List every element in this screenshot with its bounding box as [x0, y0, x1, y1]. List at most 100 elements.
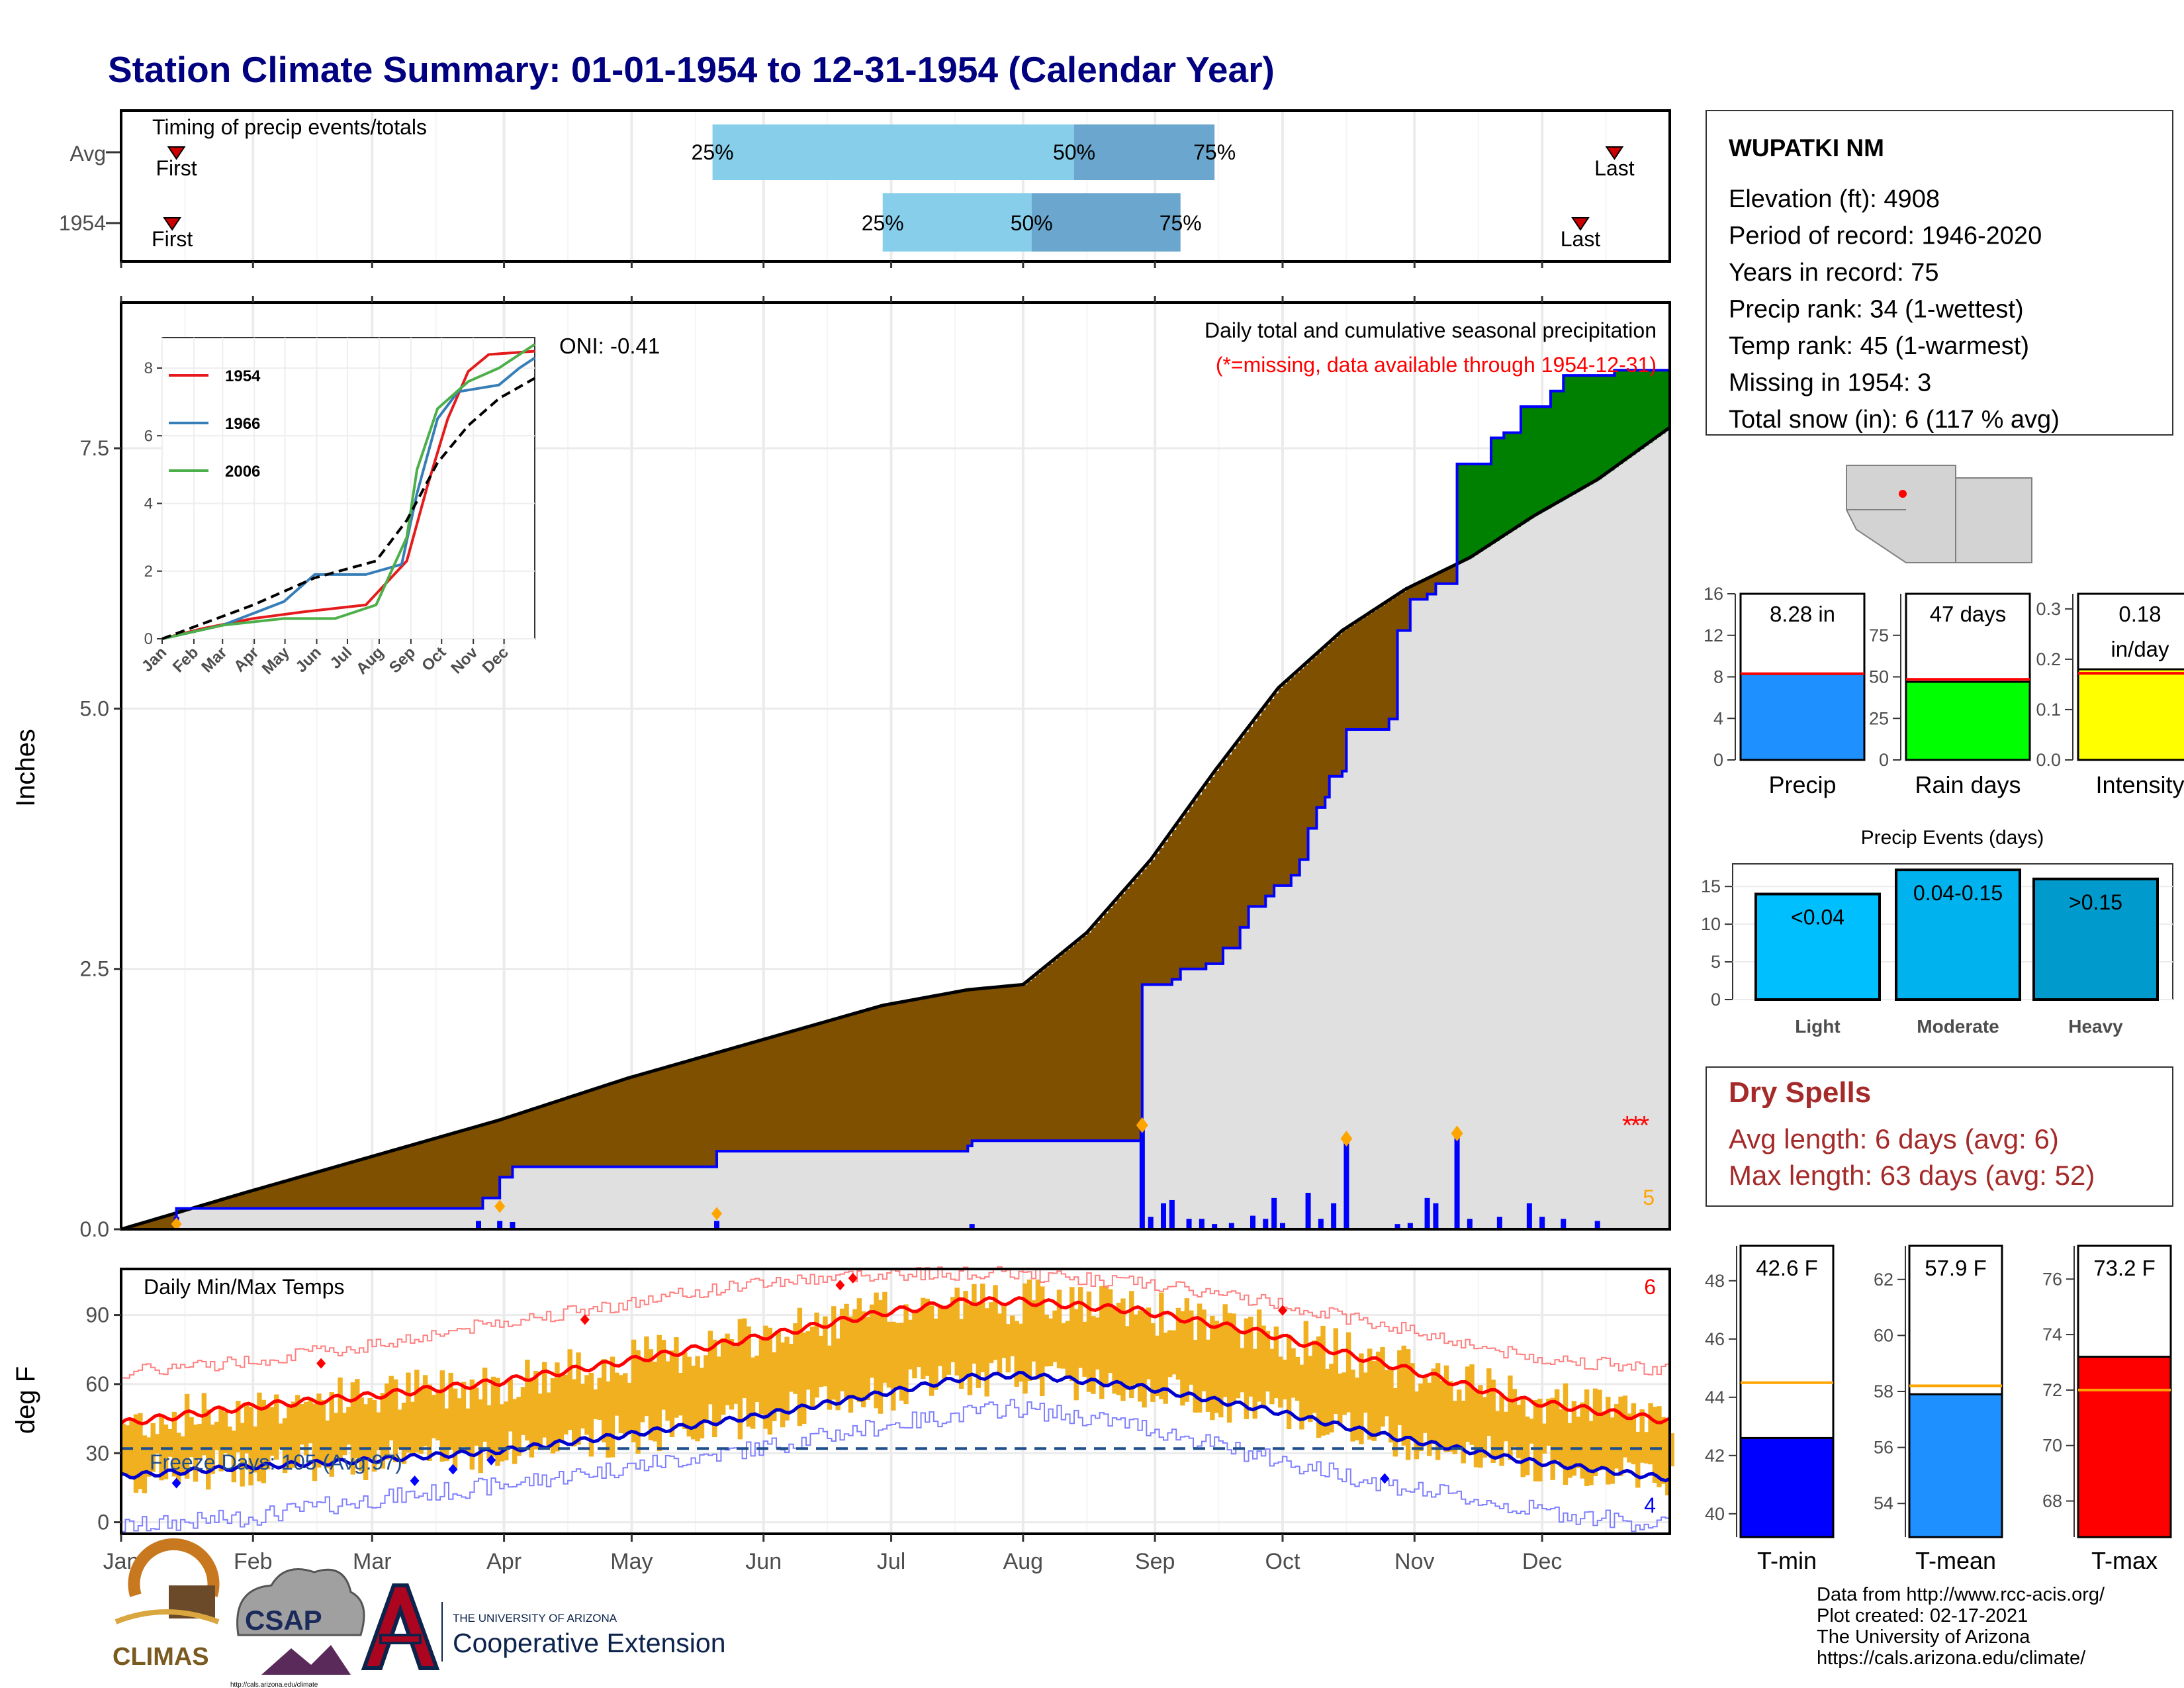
csap-url: http://cals.arizona.edu/climate — [230, 1681, 318, 1688]
ua-logo: THE UNIVERSITY OF ARIZONA Cooperative Ex… — [361, 1583, 726, 1670]
daily-temp-bar — [593, 1389, 598, 1419]
daily-temp-bar — [1005, 1324, 1011, 1373]
daily-precip-bar — [1263, 1219, 1269, 1229]
daily-temp-bar — [486, 1405, 492, 1460]
daily-precip-bar — [1454, 1133, 1460, 1229]
daily-temp-bar — [704, 1355, 709, 1424]
daily-precip-bar — [1318, 1219, 1324, 1229]
timing-row-avg-label: Avg — [69, 142, 106, 165]
footer-line: Plot created: 02-17-2021 — [1817, 1605, 2028, 1626]
daily-temp-bar — [1427, 1382, 1432, 1456]
daily-temp-bar — [1056, 1289, 1062, 1369]
avg-max-line — [120, 1295, 1671, 1426]
timing-p50: 50% — [1011, 211, 1053, 235]
daily-temp-bar — [567, 1349, 572, 1430]
summary-tick-label: 0 — [1879, 750, 1889, 770]
daily-temp-bar — [363, 1404, 369, 1480]
daily-temp-bar — [261, 1399, 267, 1483]
daily-temp-bar — [912, 1309, 917, 1379]
daily-precip-bar — [969, 1224, 975, 1229]
daily-temp-bar — [1286, 1335, 1292, 1429]
daily-temp-bar — [1541, 1423, 1547, 1454]
daily-temp-bar — [1308, 1356, 1313, 1423]
temp-label: Daily Min/Max Temps — [144, 1275, 344, 1299]
daily-temp-bar — [618, 1375, 624, 1433]
daily-temp-bar — [1652, 1407, 1658, 1483]
daily-temp-bar — [1014, 1321, 1019, 1387]
daily-temp-bar — [1490, 1380, 1496, 1464]
daily-precip-bar — [1424, 1197, 1430, 1229]
summary-tick-label: 16 — [1704, 584, 1723, 604]
daily-temp-bar — [895, 1323, 900, 1389]
daily-temp-bar — [767, 1327, 773, 1435]
daily-precip-bar — [1594, 1221, 1600, 1229]
daily-temp-bar — [644, 1336, 649, 1417]
daily-temp-bar — [729, 1339, 735, 1410]
temp-summary-tick-label: 60 — [1874, 1325, 1893, 1345]
daily-precip-bar — [1305, 1192, 1311, 1229]
daily-temp-bar — [559, 1374, 565, 1442]
summary-tick-label: 50 — [1869, 667, 1889, 687]
climas-logo: CLIMAS — [113, 1538, 220, 1671]
daily-precip-bar — [1228, 1223, 1234, 1229]
daily-precip-bar — [1407, 1223, 1413, 1229]
daily-temp-bar — [265, 1406, 271, 1470]
daily-precip-bar — [1467, 1219, 1473, 1229]
inset-line-1954 — [161, 350, 535, 640]
daily-temp-bar — [597, 1378, 602, 1421]
daily-temp-bar — [184, 1393, 190, 1479]
events-label: Light — [1795, 1016, 1840, 1037]
daily-temp-bar — [1601, 1411, 1607, 1467]
daily-temp-bar — [899, 1323, 905, 1401]
summary-value: 47 days — [1930, 602, 2007, 626]
daily-temp-bar — [418, 1387, 424, 1454]
y-tick-label: 0.0 — [80, 1217, 109, 1241]
daily-temp-bar — [856, 1298, 862, 1402]
extreme-low-marker — [171, 1477, 181, 1489]
daily-temp-bar — [189, 1417, 194, 1458]
temp-summary-tick-label: 42 — [1705, 1446, 1725, 1466]
daily-temp-bar — [1303, 1321, 1309, 1417]
daily-temp-bar — [678, 1372, 684, 1416]
daily-temp-bar — [1546, 1398, 1551, 1446]
station-info-line: Total snow (in): 6 (117 % avg) — [1729, 406, 2060, 434]
daily-temp-bar — [657, 1335, 662, 1452]
footer: Data from http://www.rcc-acis.org/Plot c… — [113, 1538, 2105, 1688]
daily-temp-bar — [295, 1395, 300, 1465]
precip-panel: *** Daily total and cumulative seasonal … — [11, 301, 1671, 1241]
daily-temp-bar — [1026, 1279, 1032, 1381]
summary-bar-precip — [1739, 673, 1866, 761]
daily-temp-bar — [588, 1372, 594, 1457]
temp-summary-value: 73.2 F — [2093, 1256, 2156, 1280]
daily-temp-bar — [444, 1408, 449, 1462]
events-tag: >0.15 — [2069, 890, 2122, 914]
record-min-line — [121, 1399, 1670, 1532]
temp-summary-bar-t-min — [1739, 1436, 1835, 1538]
inset-y-label: 8 — [144, 359, 153, 377]
daily-temp-bar — [852, 1309, 858, 1397]
month-label: Apr — [486, 1549, 522, 1574]
daily-temp-bar — [716, 1356, 721, 1423]
summary-label: Intensity — [2095, 771, 2184, 798]
daily-temp-bar — [614, 1372, 619, 1416]
daily-temp-bar — [601, 1359, 607, 1442]
daily-temp-bar — [648, 1349, 654, 1440]
daily-temp-bar — [720, 1338, 726, 1415]
daily-temp-bar — [1669, 1433, 1674, 1467]
daily-temp-bar — [401, 1403, 407, 1464]
daily-temp-bar — [427, 1384, 432, 1461]
daily-temp-bar — [563, 1374, 569, 1435]
station-location-marker — [1899, 490, 1907, 498]
events-bar-light — [1754, 892, 1881, 1001]
daily-temp-bar — [227, 1427, 232, 1456]
daily-temp-bar — [210, 1425, 215, 1474]
arizona-map — [1844, 461, 2036, 564]
summary-tick-label: 75 — [1869, 626, 1889, 645]
daily-temp-bar — [529, 1378, 535, 1458]
daily-temp-bar — [525, 1359, 530, 1441]
daily-temp-bar — [1218, 1325, 1224, 1418]
daily-temp-bar — [1338, 1373, 1343, 1426]
daily-temp-bar — [1235, 1330, 1241, 1399]
precip-events: Precip Events (days) 0 5 10 15 <0.04 Light 0.0… — [1701, 827, 2173, 1037]
daily-temp-bar — [848, 1316, 854, 1413]
